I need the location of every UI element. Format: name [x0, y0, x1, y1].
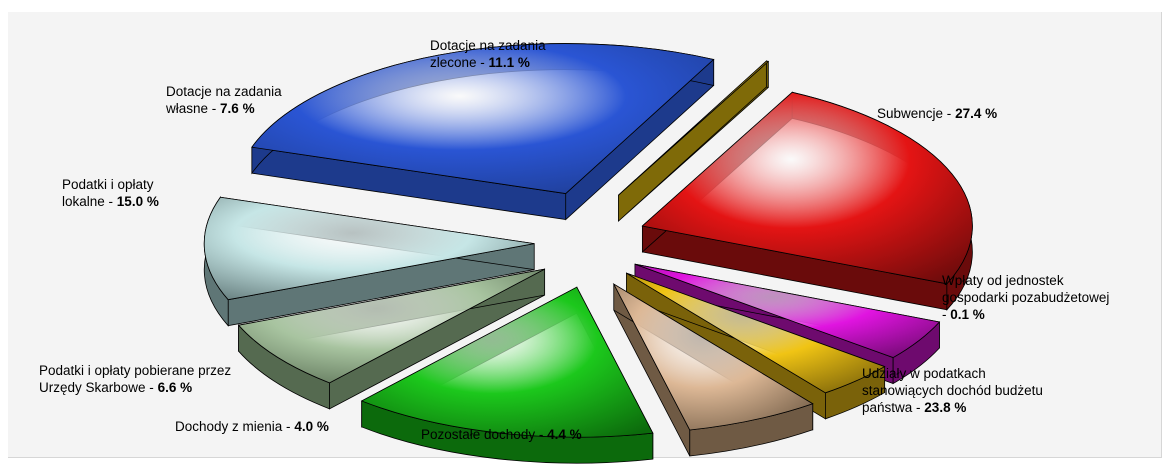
slice-label-text: stanowiących dochód budżetu [862, 383, 1043, 398]
slice-label-text: Dotacje na zadania [166, 84, 282, 99]
slice-label-text: Wpłaty od jednostek [942, 273, 1064, 288]
slice-top-face [634, 263, 941, 359]
pie-slice [237, 268, 546, 410]
slice-value-label: 4.4 % [547, 427, 582, 442]
slice-label-text: własne - [166, 101, 217, 116]
slice-label: Udziały w podatkach stanowiących dochód b… [862, 365, 1043, 416]
slice-label-text: Dochody z mienia - [175, 419, 291, 434]
slice-top-face [237, 268, 545, 384]
slice-top-face [360, 286, 654, 438]
pie-slice [612, 282, 814, 457]
slice-top-face [626, 272, 886, 394]
slice-label: Dotacje na zadania własne - 7.6 % [166, 83, 282, 117]
pie-slice [634, 263, 941, 385]
slice-label-text: Podatki i opłaty [62, 177, 154, 192]
slice-top-face [612, 282, 814, 431]
slice-value-label: 27.4 % [955, 106, 998, 121]
slice-top-face [203, 196, 535, 301]
slice-top-face [618, 60, 770, 196]
slice-label-text: lokalne - [62, 194, 114, 209]
slice-label-text: - [942, 307, 947, 322]
slice-label-text: Urzędy Skarbowe - [39, 380, 154, 395]
pie-slice [203, 196, 535, 327]
slice-value-label: 6.6 % [157, 380, 193, 395]
slice-rim [765, 60, 769, 88]
slice-label: Dochody z mienia - 4.0 % [175, 418, 329, 435]
slice-label-text: Podatki i opłaty pobierane przez [39, 363, 232, 378]
slice-value-label: 7.6 % [220, 101, 255, 116]
pie-slice [618, 60, 770, 223]
slice-label-text: zlecone - [430, 55, 485, 70]
slice-label-text: Pozostałe dochody - [421, 427, 544, 442]
slice-label-text: Udziały w podatkach [862, 366, 986, 381]
slice-value-label: 23.8 % [924, 400, 967, 415]
slice-label-text: Subwencje - [877, 106, 952, 121]
slice-top-face [641, 91, 973, 285]
slice-label: Dotacje na zadania zlecone - 11.1 % [430, 37, 546, 71]
slice-label-text: gospodarki pozabudżetowej [942, 290, 1110, 305]
pie-slice [641, 91, 973, 311]
pie-slice [360, 286, 654, 464]
slice-label: Wpłaty od jednostek gospodarki pozabudżet… [942, 272, 1109, 323]
slice-label-text: Dotacje na zadania [430, 38, 546, 53]
slice-label: Pozostałe dochody - 4.4 % [421, 426, 582, 443]
slice-value-label: 11.1 % [488, 55, 530, 70]
slice-label-text: państwa - [862, 400, 921, 415]
slice-label: Subwencje - 27.4 % [877, 105, 997, 122]
slice-top-face [251, 43, 715, 194]
pie-slice [251, 43, 715, 221]
slice-value-label: 0.1 % [950, 307, 985, 322]
slice-value-label: 4.0 % [294, 419, 329, 434]
slice-label: Podatki i opłaty pobierane przez Urzędy S… [39, 362, 231, 396]
slice-label: Podatki i opłaty lokalne - 15.0 % [62, 176, 159, 210]
pie-slice [626, 272, 886, 420]
slice-value-label: 15.0 % [116, 194, 159, 209]
